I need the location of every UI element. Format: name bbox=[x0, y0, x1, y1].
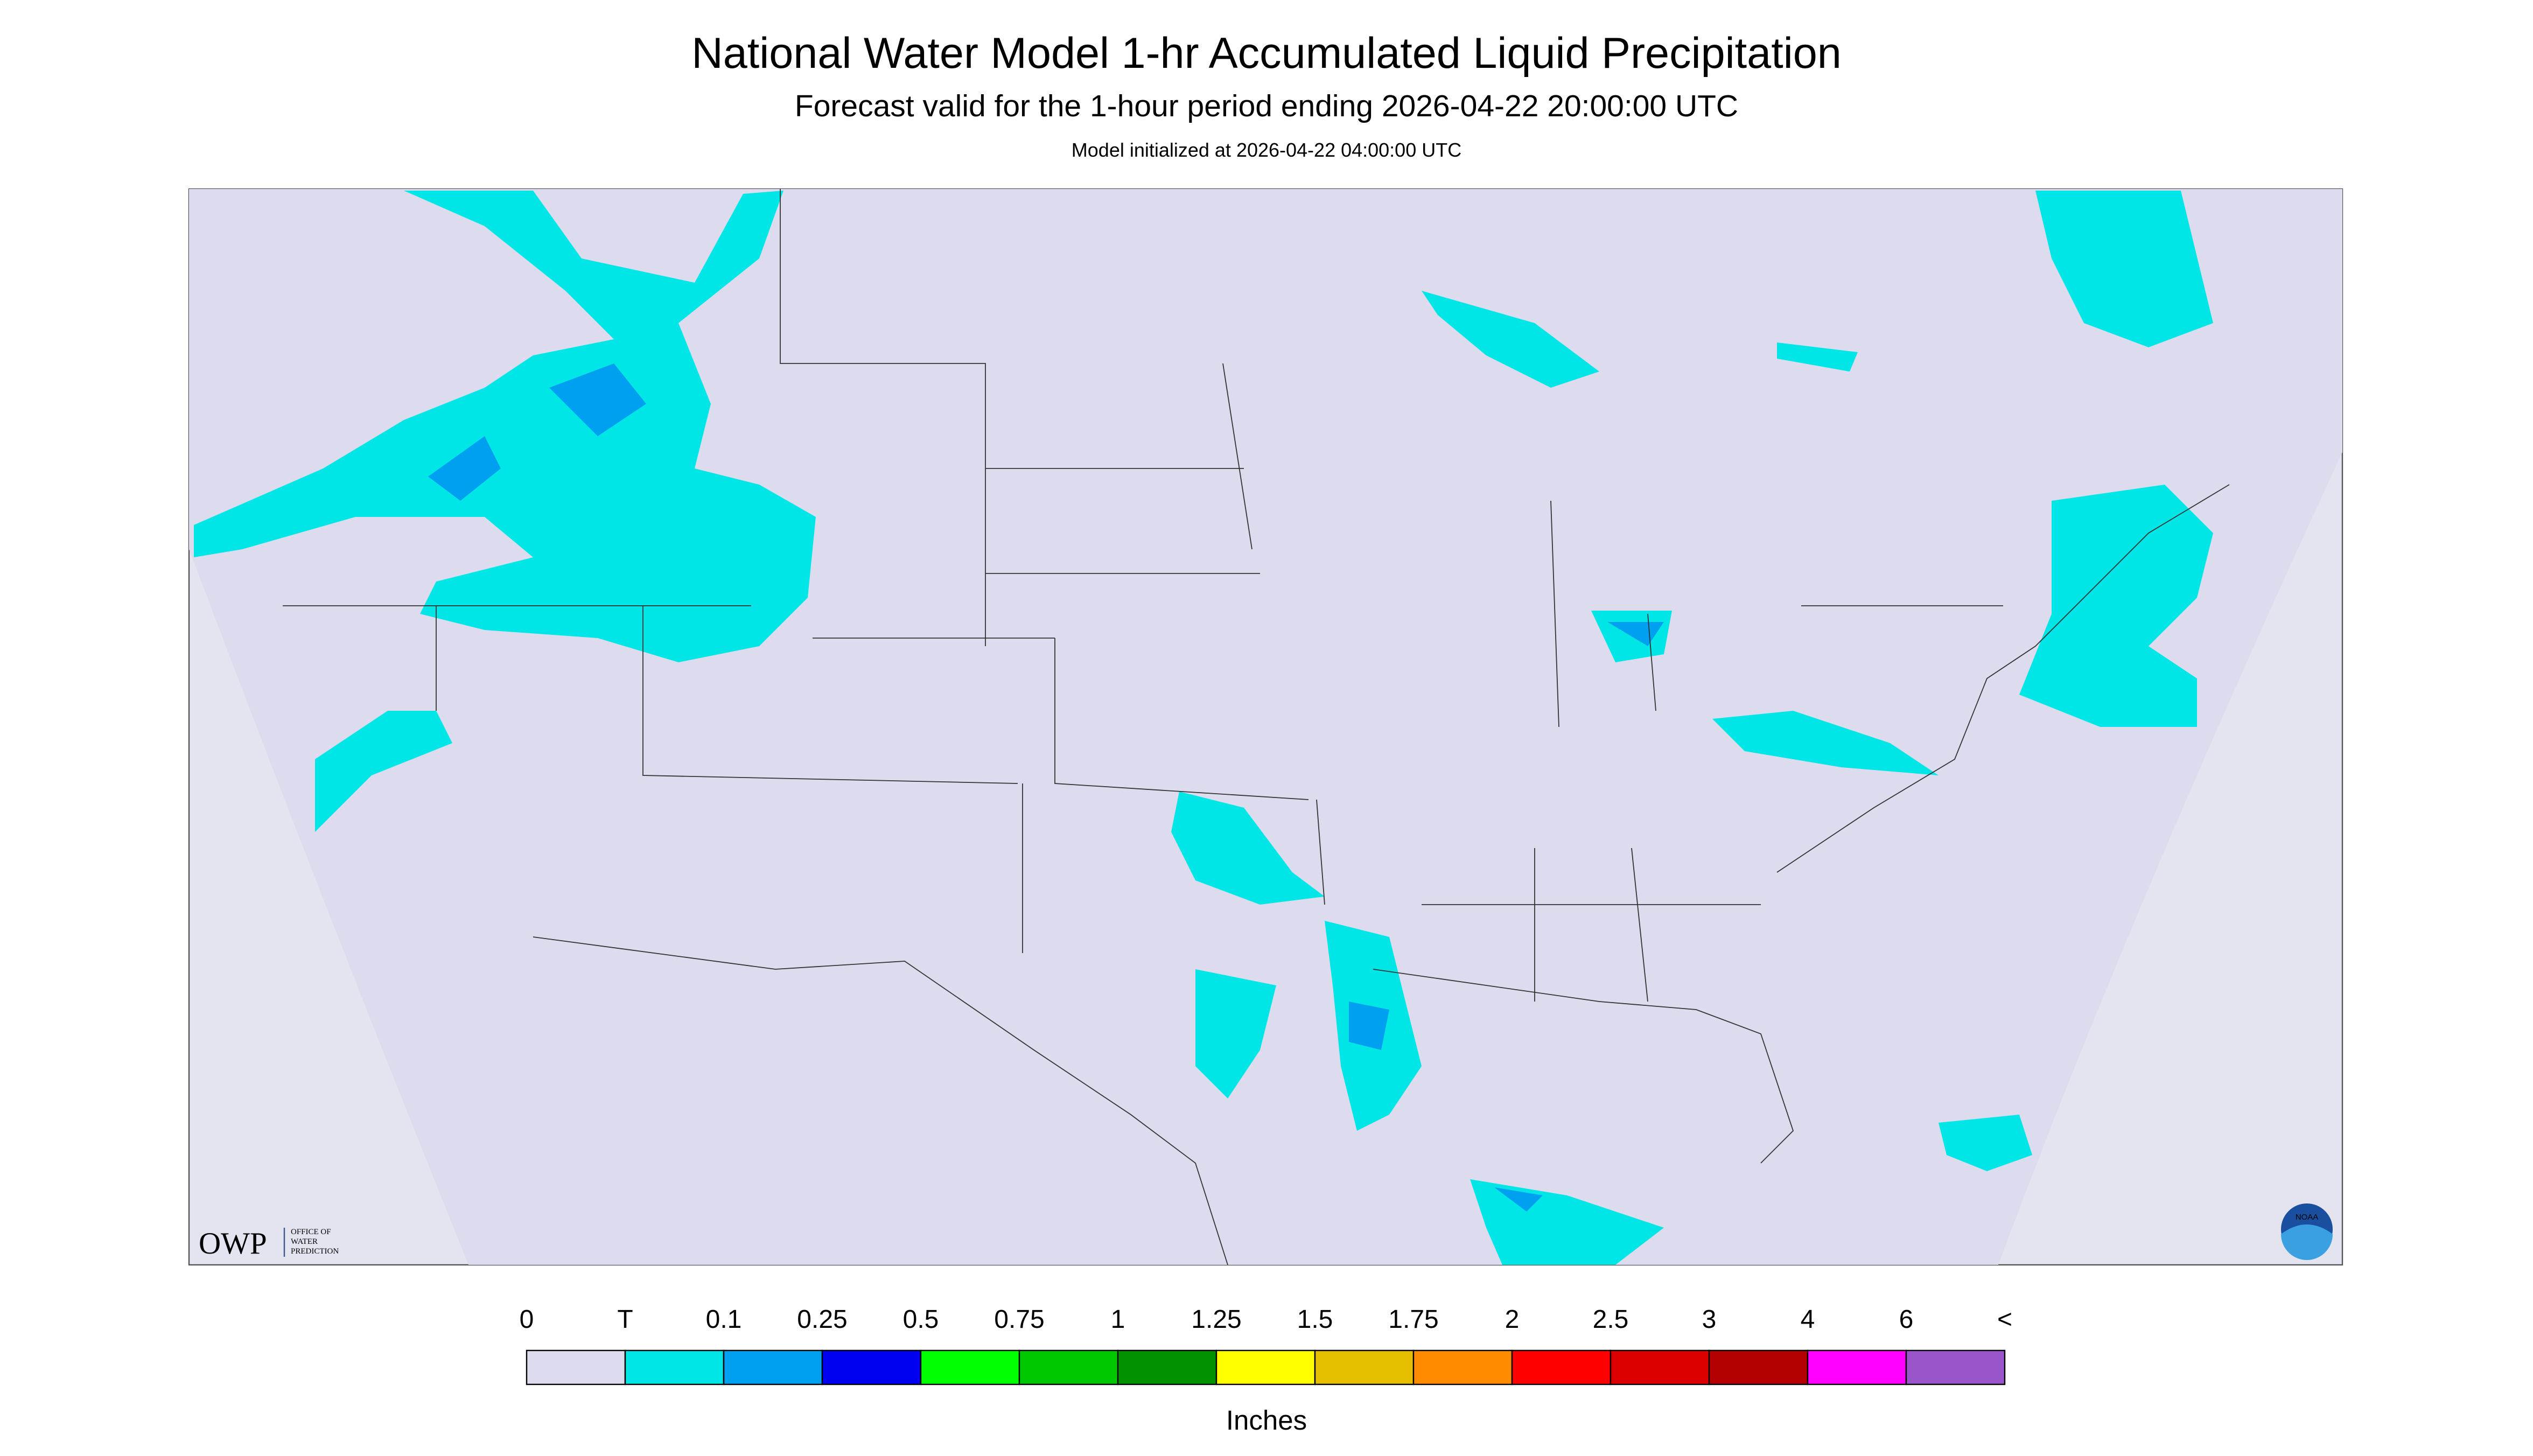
title: National Water Model 1-hr Accumulated Li… bbox=[691, 29, 1842, 78]
logo-mark: OWP bbox=[199, 1227, 267, 1261]
colorbar-label: 0.25 bbox=[797, 1305, 847, 1334]
noaa-wave bbox=[2281, 1224, 2333, 1261]
colorbar-label: 0 bbox=[520, 1305, 534, 1334]
colorbar-label: 6 bbox=[1899, 1305, 1914, 1334]
colorbar-swatch bbox=[1511, 1349, 1612, 1385]
precip-moderate bbox=[428, 363, 1664, 1212]
colorbar-swatch bbox=[821, 1349, 922, 1385]
colorbar-swatch bbox=[1018, 1349, 1119, 1385]
colorbar-swatch bbox=[1807, 1349, 1907, 1385]
colorbar-label: 1.5 bbox=[1297, 1305, 1333, 1334]
colorbar: 0 T 0.1 0.25 0.5 0.75 1 1.25 1.5 1.75 2 2.5 3 4 6 < bbox=[520, 1305, 2012, 1385]
init-note: Model initialized at 2026-04-22 04:00:00… bbox=[1072, 139, 1461, 161]
subtitle: Forecast valid for the 1-hour period end… bbox=[795, 89, 1738, 123]
map-panel: OWP OFFICE OF WATER PREDICTION NOAA bbox=[188, 188, 2343, 1266]
owp-logo: OWP OFFICE OF WATER PREDICTION bbox=[199, 1227, 339, 1261]
colorbar-label: 1 bbox=[1111, 1305, 1125, 1334]
colorbar-swatch bbox=[624, 1349, 725, 1385]
noaa-text: NOAA bbox=[2296, 1213, 2319, 1222]
logo-line: WATER bbox=[291, 1237, 318, 1246]
colorbar-label: 0.5 bbox=[903, 1305, 939, 1334]
colorbar-label: 3 bbox=[1702, 1305, 1717, 1334]
colorbar-label: 2 bbox=[1505, 1305, 1520, 1334]
colorbar-swatch bbox=[1708, 1349, 1809, 1385]
colorbar-swatch bbox=[723, 1349, 823, 1385]
colorbar-swatch bbox=[1905, 1349, 2006, 1385]
colorbar-label: < bbox=[1997, 1305, 2012, 1334]
noaa-logo: NOAA bbox=[2281, 1203, 2333, 1261]
colorbar-swatch bbox=[1314, 1349, 1415, 1385]
colorbar-unit: Inches bbox=[1226, 1405, 1307, 1436]
colorbar-swatch bbox=[1412, 1349, 1513, 1385]
colorbar-label: 0.1 bbox=[706, 1305, 742, 1334]
colorbar-label: 1.75 bbox=[1388, 1305, 1438, 1334]
state-borders bbox=[283, 189, 2230, 1265]
colorbar-swatch bbox=[920, 1349, 1020, 1385]
colorbar-label: 0.75 bbox=[994, 1305, 1044, 1334]
logo-line: OFFICE OF bbox=[291, 1228, 331, 1236]
colorbar-swatch bbox=[526, 1349, 626, 1385]
model-domain bbox=[189, 189, 2342, 1265]
colorbar-label: 4 bbox=[1801, 1305, 1815, 1334]
logo-line: PREDICTION bbox=[291, 1247, 339, 1256]
colorbar-swatch bbox=[1215, 1349, 1316, 1385]
colorbar-label: 2.5 bbox=[1593, 1305, 1629, 1334]
colorbar-label: T bbox=[617, 1305, 633, 1334]
colorbar-label: 1.25 bbox=[1191, 1305, 1241, 1334]
colorbar-swatch bbox=[1610, 1349, 1710, 1385]
colorbar-swatch bbox=[1117, 1349, 1217, 1385]
